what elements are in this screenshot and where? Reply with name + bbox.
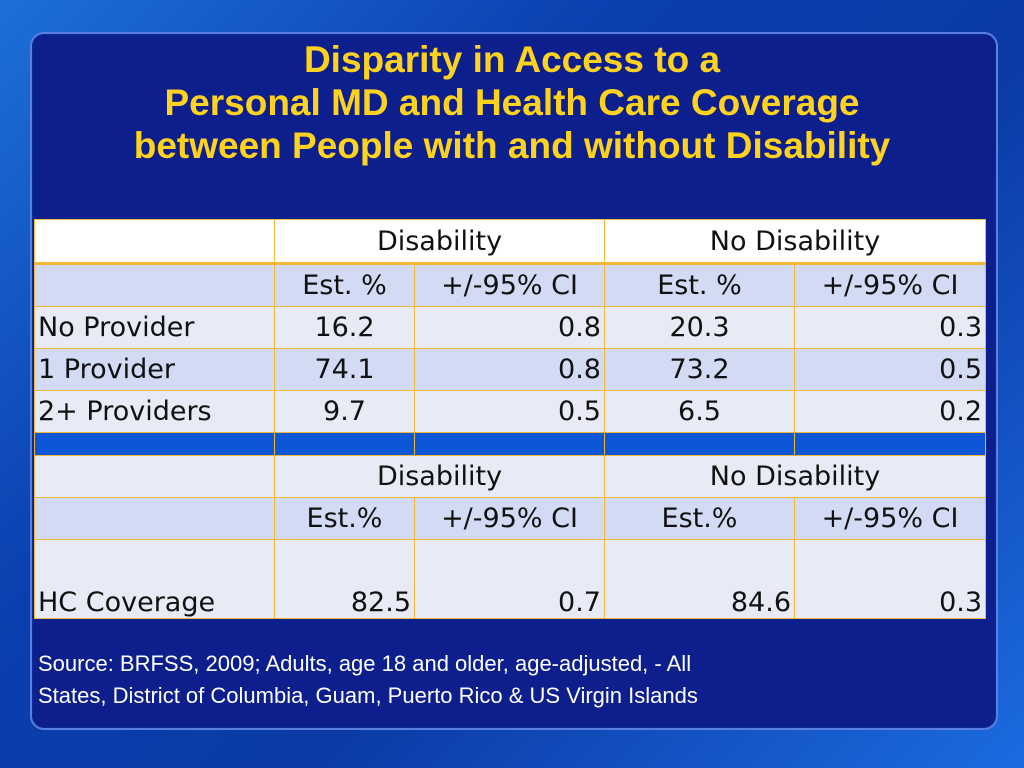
cell-est-disability: 16.2 <box>274 306 415 349</box>
table-row: 1 Provider 74.1 0.8 73.2 0.5 <box>34 348 987 391</box>
source-note: Source: BRFSS, 2009; Adults, age 18 and … <box>38 648 938 712</box>
table1-sub-header-ci-disability: +/-95% CI <box>414 263 605 307</box>
slide-title: Disparity in Access to a Personal MD and… <box>30 38 994 167</box>
separator-cell <box>274 432 415 456</box>
table1-header-disability: Disability <box>274 219 605 265</box>
cell-ci-disability: 0.7 <box>414 539 605 619</box>
cell-ci-no-disability: 0.5 <box>793 348 987 391</box>
cell-ci-disability: 0.8 <box>414 306 605 349</box>
cell-ci-no-disability: 0.3 <box>793 306 987 349</box>
cell-ci-disability: 0.5 <box>414 390 605 433</box>
table-row: No Provider 16.2 0.8 20.3 0.3 <box>34 306 987 349</box>
cell-est-disability: 82.5 <box>274 539 415 619</box>
table2-sub-header-ci-disability: +/-95% CI <box>414 497 605 540</box>
cell-ci-no-disability: 0.2 <box>793 390 987 433</box>
separator-cell <box>604 432 795 456</box>
row-label: 2+ Providers <box>34 390 275 433</box>
cell-est-disability: 9.7 <box>274 390 415 433</box>
data-table: Disability No Disability Est. % +/-95% C… <box>34 219 987 619</box>
table1-sub-header-est-disability: Est. % <box>274 263 415 307</box>
row-label: 1 Provider <box>34 348 275 391</box>
table1-header-no-disability: No Disability <box>603 219 987 265</box>
table1-sub-header-row: Est. % +/-95% CI Est. % +/-95% CI <box>34 263 987 307</box>
cell-est-no-disability: 6.5 <box>604 390 795 433</box>
table1-corner-cell <box>34 219 275 265</box>
title-line-2: Personal MD and Health Care Coverage <box>164 82 860 123</box>
separator-cell <box>793 432 987 456</box>
cell-est-no-disability: 73.2 <box>604 348 795 391</box>
row-label: HC Coverage <box>34 539 275 619</box>
table2-header-no-disability: No Disability <box>603 455 987 498</box>
row-label: No Provider <box>34 306 275 349</box>
table2-sub-header-est-disability: Est.% <box>274 497 415 540</box>
table2-sub-corner-cell <box>34 497 275 540</box>
table2-header-disability: Disability <box>274 455 605 498</box>
table1-sub-header-est-no-disability: Est. % <box>604 263 795 307</box>
source-line-1: Source: BRFSS, 2009; Adults, age 18 and … <box>38 651 692 676</box>
table1-group-header-row: Disability No Disability <box>34 219 987 265</box>
cell-est-disability: 74.1 <box>274 348 415 391</box>
cell-est-no-disability: 20.3 <box>604 306 795 349</box>
source-line-2: States, District of Columbia, Guam, Puer… <box>38 683 698 708</box>
separator-cell <box>414 432 605 456</box>
cell-ci-no-disability: 0.3 <box>793 539 987 619</box>
cell-est-no-disability: 84.6 <box>604 539 795 619</box>
table2-group-header-row: Disability No Disability <box>34 455 987 498</box>
table2-corner-cell <box>34 455 275 498</box>
cell-ci-disability: 0.8 <box>414 348 605 391</box>
separator-row <box>34 432 987 456</box>
table2-sub-header-est-no-disability: Est.% <box>604 497 795 540</box>
title-line-3: between People with and without Disabili… <box>133 125 891 166</box>
title-line-1: Disparity in Access to a <box>303 39 721 80</box>
table1-sub-corner-cell <box>34 263 275 307</box>
table-row: HC Coverage 82.5 0.7 84.6 0.3 <box>34 539 987 619</box>
table2-sub-header-row: Est.% +/-95% CI Est.% +/-95% CI <box>34 497 987 540</box>
table-row: 2+ Providers 9.7 0.5 6.5 0.2 <box>34 390 987 433</box>
table1-sub-header-ci-no-disability: +/-95% CI <box>793 263 987 307</box>
separator-cell <box>34 432 275 456</box>
table2-sub-header-ci-no-disability: +/-95% CI <box>793 497 987 540</box>
